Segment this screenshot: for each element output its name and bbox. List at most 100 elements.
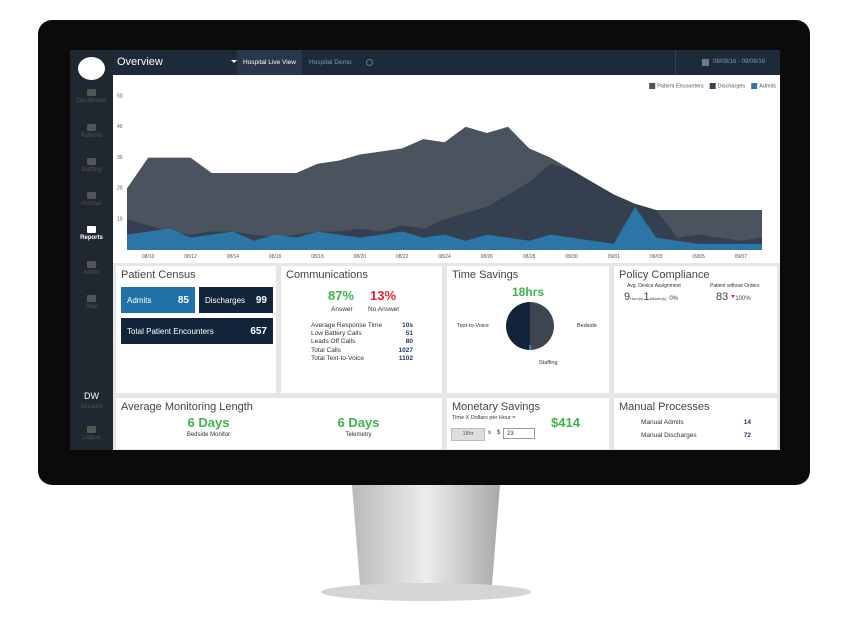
slice (506, 302, 530, 350)
nav-icon (87, 158, 96, 165)
x-tick-label: 09/05 (692, 254, 705, 260)
x-tick-label: 08/22 (396, 254, 409, 260)
nav-label: Staffing (81, 167, 102, 173)
tab[interactable]: Hospital Demo (309, 59, 352, 66)
nav-icon (87, 226, 96, 233)
page-title: Overview (117, 56, 163, 68)
discharges-box[interactable]: Discharges 99 (199, 287, 273, 313)
nav-item[interactable]: Patients (70, 124, 113, 139)
process-row: Manual Admits 14 (641, 419, 751, 426)
nav-item[interactable]: Reports (70, 226, 113, 241)
x-tick-label: 08/16 (269, 254, 282, 260)
legend-label: Discharges (718, 83, 746, 89)
process-row: Manual Discharges 72 (641, 432, 751, 439)
times: x (488, 430, 491, 436)
policy-compliance-panel: Policy Compliance Avg. Device Assignment… (614, 266, 777, 393)
result: $414 (551, 415, 580, 430)
panel-title: Monetary Savings (452, 401, 541, 413)
x-tick-label: 08/28 (523, 254, 536, 260)
nav-icon (87, 89, 96, 96)
total: 18hrs (511, 285, 545, 299)
stat-value: 80 (405, 338, 413, 346)
minutes: 1 (643, 291, 650, 303)
x-tick-label: 09/03 (650, 254, 663, 260)
currency: $ (497, 430, 501, 436)
legend-swatch (649, 83, 656, 89)
account-link[interactable]: Account (80, 404, 103, 410)
logo (78, 57, 105, 80)
nav-item[interactable]: Staffing (70, 158, 113, 173)
legend-label: Patient Encounters (657, 83, 704, 89)
hours-field: 18hr (451, 428, 485, 441)
x-tick-label: 08/18 (311, 254, 324, 260)
y-tick-label: 50 (117, 93, 123, 99)
tab[interactable]: Hospital Live View (237, 50, 302, 75)
pie (506, 302, 554, 350)
change: 100% (735, 296, 751, 302)
nav-label: Admin (82, 270, 100, 276)
x-tick-label: 09/01 (608, 254, 621, 260)
stand-base (321, 583, 531, 601)
stat-label: Low Battery Calls (311, 330, 362, 338)
stat-label: Total Text-to-Voice (311, 354, 364, 362)
stat-row: Leads Off Calls 80 (311, 338, 413, 345)
stat-value: 1102 (398, 354, 413, 362)
monetary-panel: Monetary Savings Time X Dollars per Hour… (447, 398, 609, 449)
pie-label: Staffing (539, 360, 558, 366)
minutes-unit: Minute(s) (649, 296, 667, 301)
hours: 9 (624, 291, 631, 303)
legend-swatch (751, 83, 758, 89)
x-tick-label: 08/26 (481, 254, 494, 260)
change: 0% (669, 296, 678, 302)
nav-item[interactable]: Help (70, 295, 113, 310)
time-savings-panel: Time Savings 18hrs Text-to-Voice Bedside… (447, 266, 609, 393)
process-label: Manual Discharges (641, 432, 697, 439)
label: Admits (127, 295, 152, 305)
panel-title: Communications (286, 269, 368, 281)
monitor-value: 6 Days (187, 415, 230, 430)
value: 83 (716, 291, 729, 303)
monitor-value: 6 Days (337, 415, 380, 430)
nav-label: Archive (81, 201, 102, 207)
user-initials: DW (84, 391, 99, 401)
communications-panel: Communications 87% Answer 13% No Answer … (281, 266, 442, 393)
x-tick-label: 08/12 (184, 254, 197, 260)
x-tick-label: 09/07 (735, 254, 748, 260)
manual-panel: Manual Processes Manual Admits 14 Manual D… (614, 398, 777, 449)
y-tick-label: 20 (117, 186, 123, 192)
logout-link[interactable]: Logout (70, 426, 113, 441)
logout-label: Logout (82, 435, 101, 441)
stat-label: Total Calls (311, 346, 341, 354)
stat-value: 51 (405, 330, 413, 338)
answer-value: 87% (328, 288, 355, 303)
nav-item[interactable]: Archive (70, 192, 113, 207)
logout-icon (87, 426, 96, 433)
panel-title: Policy Compliance (619, 269, 710, 281)
sidebar: Dashboard Patients Staffing Archive Reports A… (70, 50, 113, 450)
panel-title: Average Monitoring Length (121, 401, 253, 413)
date-range[interactable]: 08/09/16 - 09/08/16 (713, 59, 766, 65)
stat-row: Low Battery Calls 51 (311, 330, 413, 337)
value: 85 (177, 294, 189, 306)
divider (675, 50, 676, 75)
monitoring-panel: Average Monitoring Length 6 Days Bedside … (116, 398, 442, 449)
x-tick-label: 08/10 (142, 254, 155, 260)
legend-label: Admits (759, 83, 776, 89)
total-box[interactable]: Total Patient Encounters 657 (121, 318, 273, 344)
nav-item[interactable]: Admin (70, 261, 113, 276)
x-tick-label: 08/14 (227, 254, 240, 260)
panel-title: Time Savings (452, 269, 519, 281)
settings-icon[interactable] (366, 59, 373, 66)
process-value: 72 (743, 432, 751, 439)
admits-box[interactable]: Admits 85 (121, 287, 195, 313)
no-answer-label: No Answer (368, 306, 400, 313)
x-tick-label: 08/20 (354, 254, 367, 260)
stat-row: Average Response Time 10s (311, 322, 413, 329)
area (127, 163, 762, 250)
calendar-icon[interactable] (702, 59, 709, 66)
stat-value: 1027 (398, 346, 413, 354)
process-value: 14 (743, 419, 751, 426)
rate-input[interactable]: 23 (503, 428, 535, 439)
orders-label: Patient without Orders (710, 283, 760, 289)
nav-item[interactable]: Dashboard (70, 89, 113, 104)
